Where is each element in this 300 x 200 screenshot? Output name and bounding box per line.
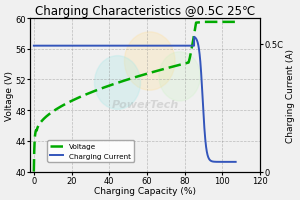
Charging Current (130, 45, 134, 48)
Voltage (125, 79, 128, 82)
Charging Current (191, 45, 195, 48)
Line: Charging Current: Charging Current (34, 38, 236, 162)
Charging Current (192, 36, 196, 39)
Title: Charging Characteristics @0.5C 25℃: Charging Characteristics @0.5C 25℃ (35, 5, 255, 18)
Voltage (202, 22, 206, 24)
Charging Current (125, 45, 128, 48)
Ellipse shape (159, 53, 200, 101)
Charging Current (42, 45, 46, 48)
Charging Current (228, 161, 232, 163)
Voltage (228, 22, 232, 24)
Voltage (228, 22, 232, 24)
Line: Voltage: Voltage (34, 23, 236, 172)
Legend: Voltage, Charging Current: Voltage, Charging Current (47, 141, 134, 162)
Charging Current (32, 45, 36, 48)
Voltage (191, 42, 195, 45)
Ellipse shape (94, 56, 140, 110)
Text: PowerTech: PowerTech (112, 100, 179, 109)
Voltage (42, 118, 46, 120)
Voltage (130, 78, 134, 80)
Voltage (234, 22, 238, 24)
Voltage (32, 171, 36, 173)
Y-axis label: Voltage (V): Voltage (V) (5, 70, 14, 120)
Charging Current (228, 161, 232, 163)
X-axis label: Charging Capacity (%): Charging Capacity (%) (94, 186, 196, 195)
Charging Current (234, 161, 238, 163)
Y-axis label: Charging Current (A): Charging Current (A) (286, 49, 295, 142)
Ellipse shape (124, 33, 175, 91)
